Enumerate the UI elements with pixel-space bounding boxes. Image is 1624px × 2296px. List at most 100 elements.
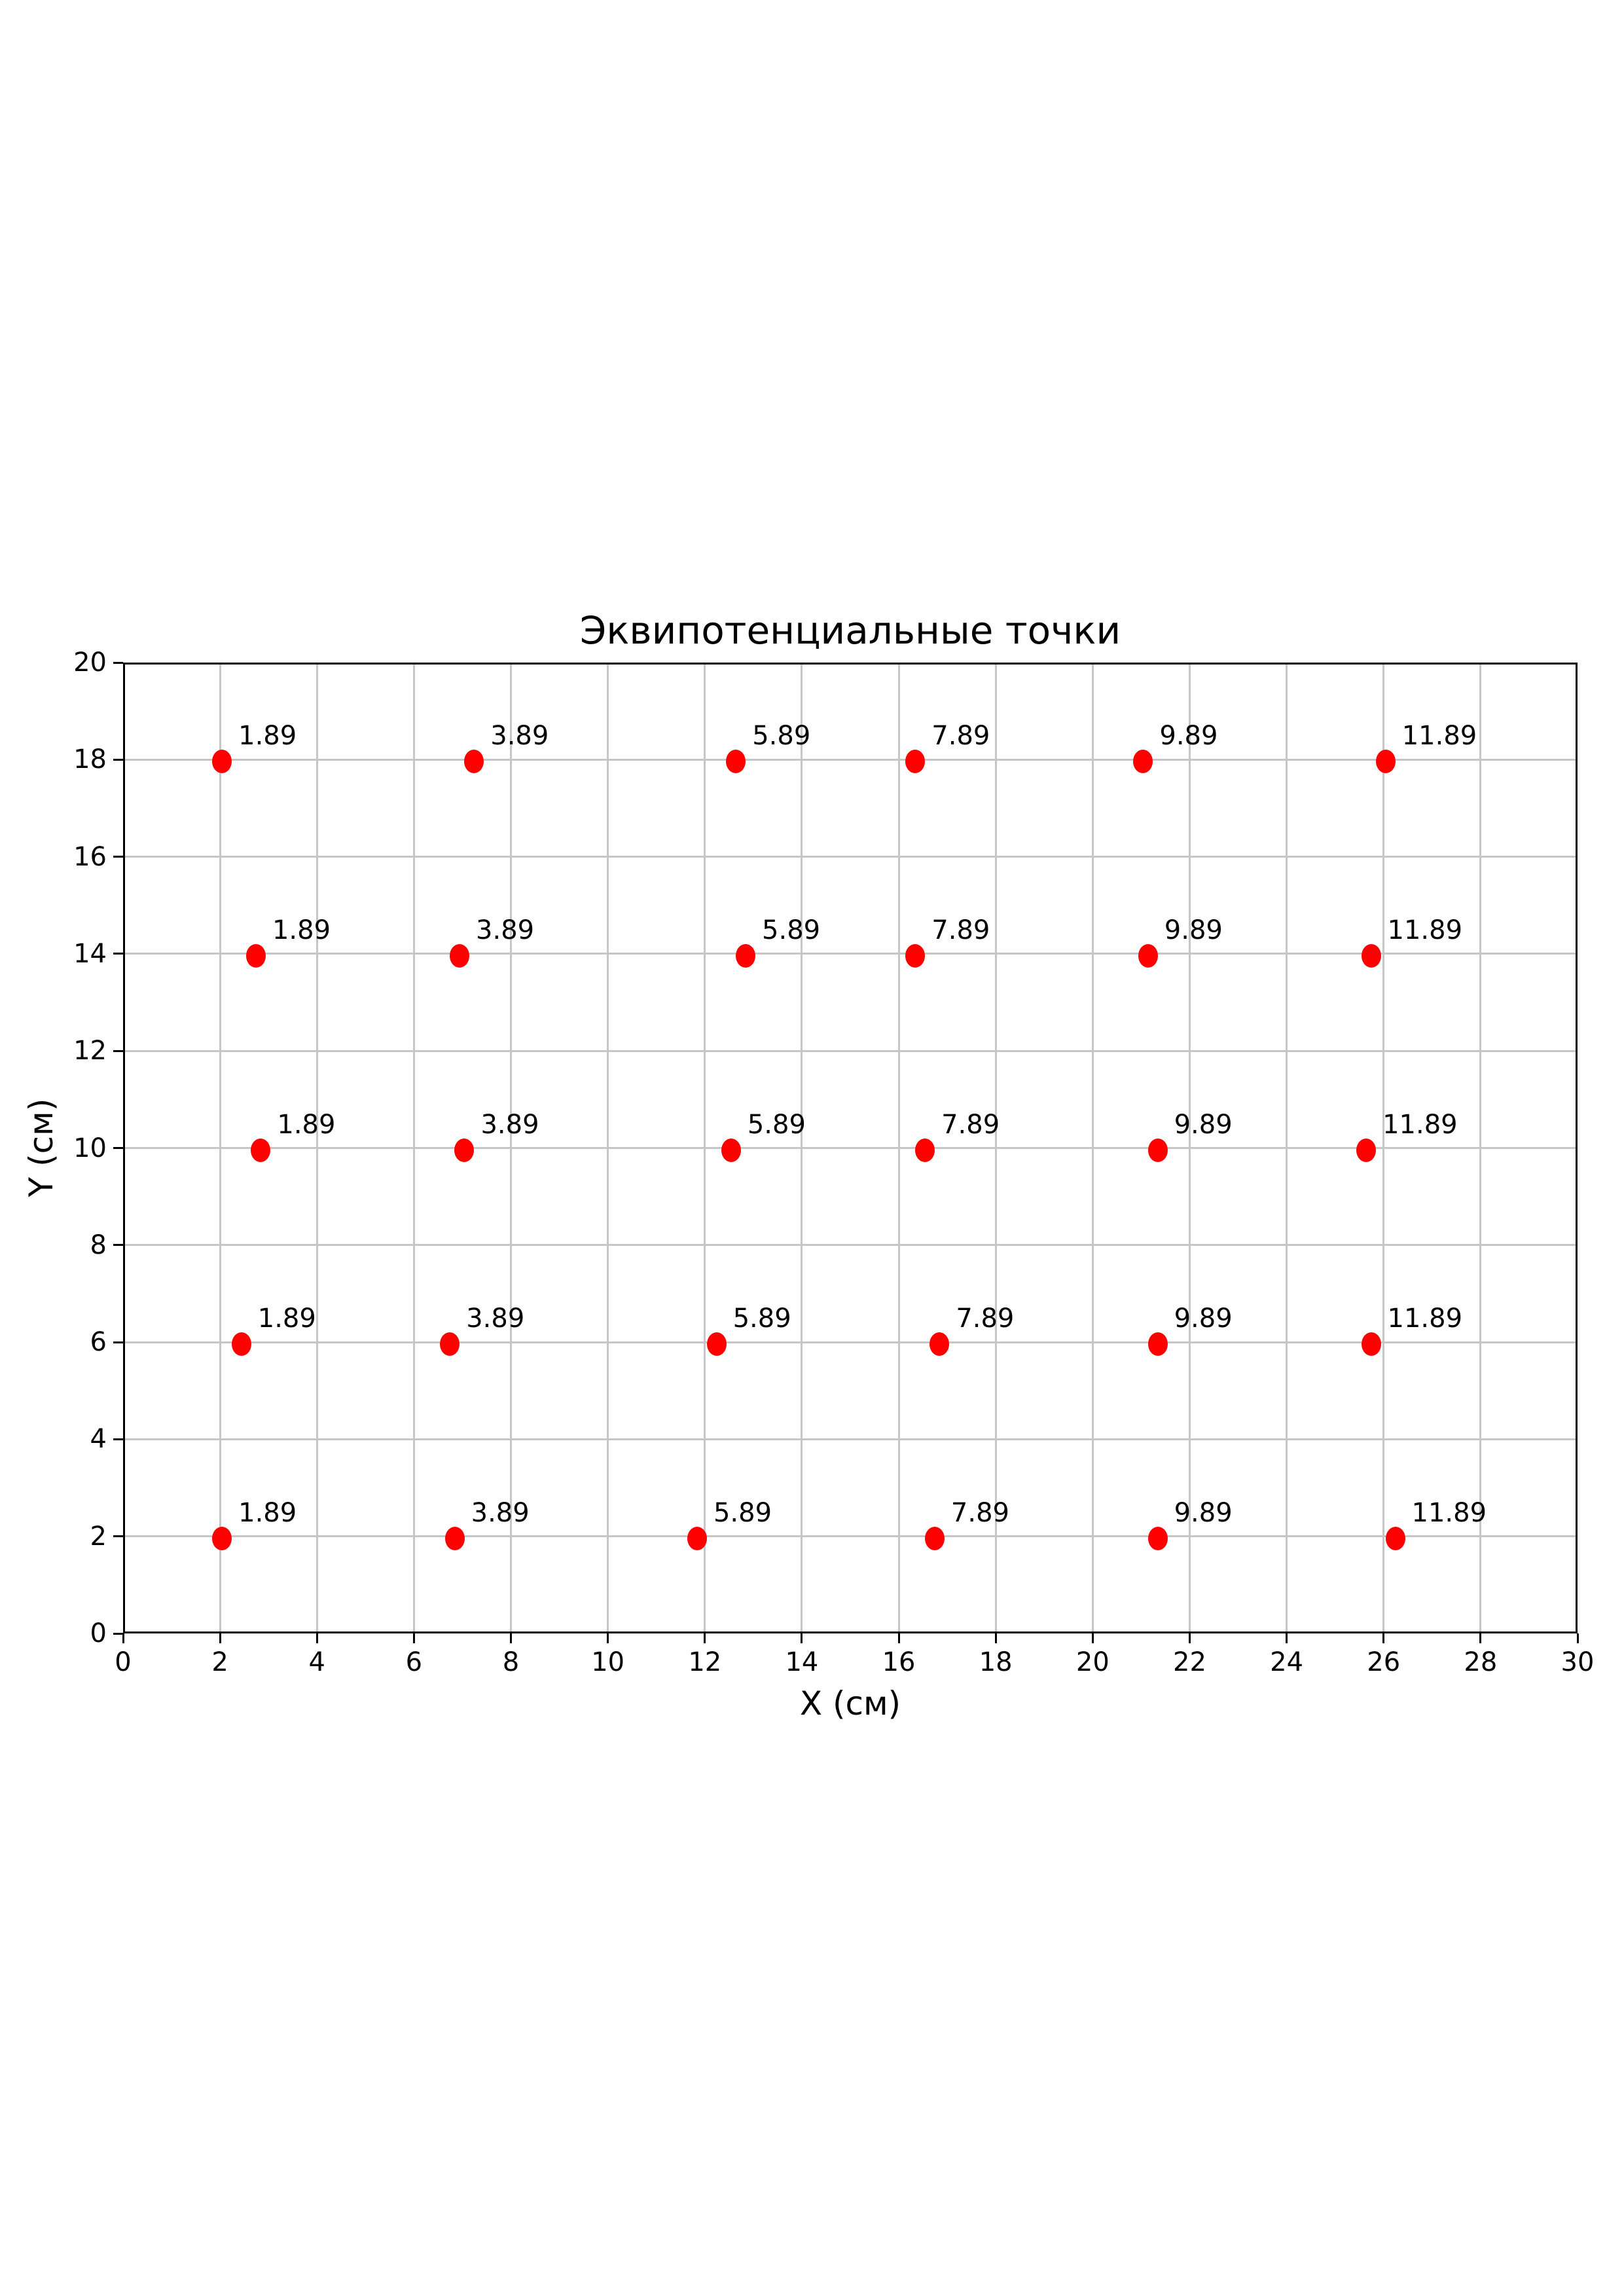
y-tick-mark (113, 661, 123, 664)
point-value-label: 9.89 (1174, 1497, 1233, 1528)
data-point (915, 1138, 935, 1162)
point-value-label: 7.89 (941, 1109, 1000, 1140)
x-tick-label: 0 (115, 1647, 132, 1677)
data-point (251, 1138, 271, 1162)
point-value-label: 11.89 (1387, 915, 1463, 945)
data-point (905, 943, 926, 968)
x-tick-label: 20 (1075, 1647, 1110, 1677)
x-tick-mark (704, 1633, 706, 1643)
point-value-label: 3.89 (466, 1303, 525, 1334)
x-tick-mark (1188, 1633, 1191, 1643)
point-value-label: 5.89 (747, 1109, 806, 1140)
y-tick-label: 6 (90, 1327, 107, 1358)
y-tick-label: 4 (90, 1424, 107, 1455)
data-point (454, 1138, 475, 1162)
data-point (245, 943, 266, 968)
y-tick-mark (113, 1244, 123, 1247)
data-point (1375, 750, 1396, 774)
y-tick-mark (113, 1535, 123, 1538)
point-value-label: 11.89 (1401, 721, 1477, 752)
data-point (464, 750, 484, 774)
y-tick-label: 16 (73, 841, 107, 872)
data-point (450, 943, 470, 968)
data-point (1133, 750, 1153, 774)
y-tick-label: 10 (73, 1133, 107, 1163)
point-value-label: 9.89 (1164, 915, 1223, 945)
point-value-label: 1.89 (238, 721, 297, 752)
x-tick-label: 30 (1561, 1647, 1595, 1677)
data-point (726, 750, 746, 774)
data-point (1138, 943, 1158, 968)
y-tick-label: 18 (73, 744, 107, 775)
point-value-label: 3.89 (471, 1497, 530, 1528)
x-axis-label: X (см) (799, 1685, 901, 1722)
y-gridline (125, 1244, 1576, 1247)
x-tick-label: 22 (1173, 1647, 1206, 1677)
y-tick-mark (113, 1341, 123, 1343)
x-tick-mark (801, 1633, 803, 1643)
x-tick-mark (1091, 1633, 1094, 1643)
x-tick-label: 26 (1367, 1647, 1401, 1677)
y-tick-mark (113, 856, 123, 858)
x-tick-label: 28 (1464, 1647, 1498, 1677)
data-point (440, 1332, 460, 1357)
x-tick-mark (607, 1633, 609, 1643)
data-point (905, 750, 926, 774)
y-tick-mark (113, 953, 123, 955)
y-tick-mark (113, 758, 123, 761)
y-gridline (125, 758, 1576, 761)
y-gridline (125, 1438, 1576, 1440)
data-point (924, 1526, 945, 1550)
point-value-label: 9.89 (1159, 721, 1218, 752)
x-tick-label: 16 (882, 1647, 916, 1677)
y-gridline (125, 856, 1576, 858)
x-tick-label: 10 (591, 1647, 625, 1677)
x-tick-label: 8 (502, 1647, 520, 1677)
x-tick-mark (122, 1633, 124, 1643)
point-value-label: 7.89 (931, 915, 990, 945)
point-value-label: 1.89 (272, 915, 331, 945)
x-tick-mark (1286, 1633, 1288, 1643)
y-tick-mark (113, 1147, 123, 1149)
x-tick-mark (412, 1633, 415, 1643)
point-value-label: 9.89 (1174, 1303, 1233, 1334)
point-value-label: 11.89 (1382, 1109, 1458, 1140)
x-tick-mark (219, 1633, 221, 1643)
point-value-label: 11.89 (1411, 1497, 1487, 1528)
point-value-label: 1.89 (277, 1109, 336, 1140)
data-point (212, 750, 232, 774)
chart-title: Эквипотенциальные точки (579, 608, 1121, 653)
x-tick-mark (510, 1633, 513, 1643)
point-value-label: 5.89 (713, 1497, 772, 1528)
data-point (1385, 1526, 1405, 1550)
y-tick-label: 12 (73, 1036, 107, 1066)
y-gridline (125, 1535, 1576, 1538)
point-value-label: 7.89 (950, 1497, 1009, 1528)
x-tick-label: 14 (785, 1647, 819, 1677)
x-tick-mark (994, 1633, 997, 1643)
x-tick-mark (897, 1633, 900, 1643)
data-point (721, 1138, 741, 1162)
y-tick-mark (113, 1049, 123, 1052)
data-point (706, 1332, 727, 1357)
y-gridline (125, 1147, 1576, 1149)
x-tick-mark (1382, 1633, 1385, 1643)
data-point (1147, 1526, 1168, 1550)
x-tick-label: 6 (405, 1647, 423, 1677)
point-value-label: 3.89 (476, 915, 535, 945)
data-point (1361, 1332, 1381, 1357)
x-tick-label: 2 (211, 1647, 228, 1677)
x-tick-mark (1576, 1633, 1579, 1643)
point-value-label: 5.89 (752, 721, 811, 752)
data-point (444, 1526, 465, 1550)
y-tick-label: 14 (73, 938, 107, 969)
data-point (687, 1526, 707, 1550)
y-gridline (125, 1341, 1576, 1343)
point-value-label: 3.89 (480, 1109, 539, 1140)
data-point (1361, 943, 1381, 968)
point-value-label: 7.89 (931, 721, 990, 752)
data-point (212, 1526, 232, 1550)
plot-area: 1.89 3.89 5.89 7.89 9.89 11.89 1.89 3.89 5.89 7.8… (123, 663, 1578, 1633)
y-gridline (125, 953, 1576, 955)
point-value-label: 1.89 (238, 1497, 297, 1528)
